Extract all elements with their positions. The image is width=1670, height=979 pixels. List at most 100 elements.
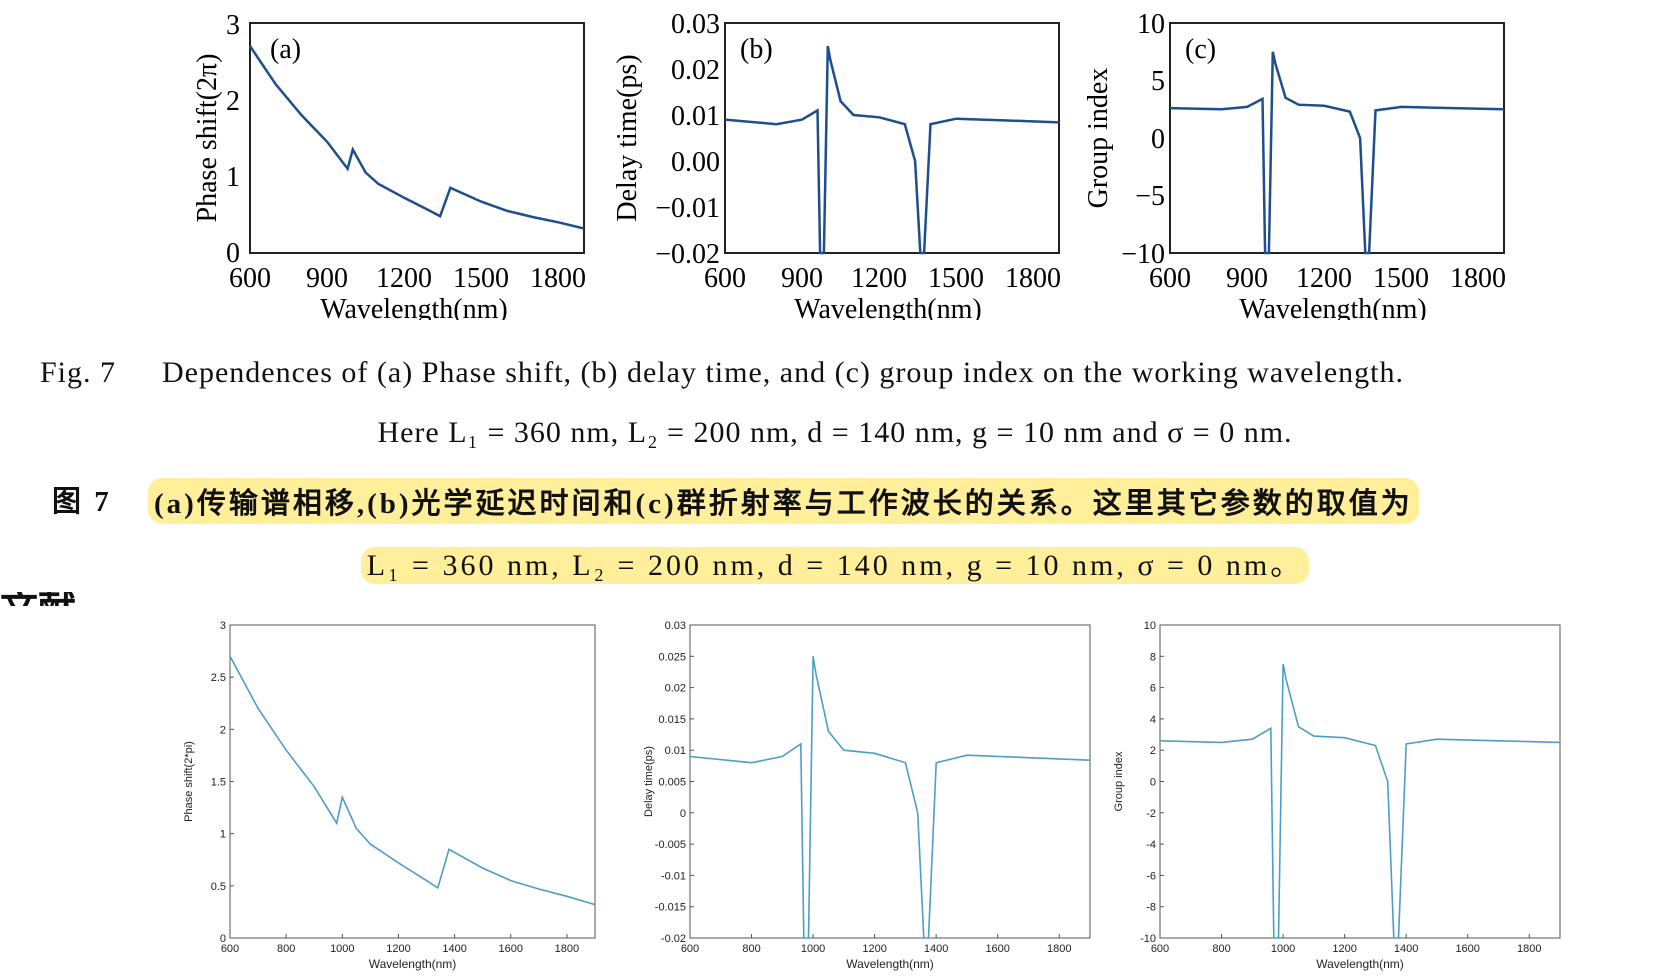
y-tick: 10 — [1137, 9, 1165, 40]
y-tick: −0.02 — [655, 239, 720, 270]
y-tick-label: 2 — [220, 724, 226, 736]
plot-frame — [229, 624, 596, 939]
y-tick-label: 0 — [1150, 777, 1156, 789]
x-tick-label: 600 — [681, 943, 699, 955]
panel-label: (c) — [1185, 34, 1216, 65]
x-tick-label: 1000 — [1271, 943, 1295, 955]
y-tick: 1 — [226, 162, 240, 193]
y-tick-label: -0.015 — [655, 902, 686, 914]
delay-time-curve — [724, 45, 1060, 255]
y-axis-label: Phase shift(2*pi) — [183, 741, 195, 822]
y-tick-label: 0 — [680, 808, 686, 820]
y-tick: 5 — [1151, 66, 1165, 97]
y-axis-label: Phase shift(2π) — [192, 54, 223, 223]
y-tick-label: -0.005 — [655, 839, 686, 851]
caption-cn-text1: (a)传输谱相移,(b)光学延迟时间和(c)群折射率与工作波长的关系。这里其它参… — [148, 478, 1419, 524]
y-tick-label: 4 — [1150, 714, 1156, 726]
y-tick: 0.00 — [671, 147, 720, 178]
y-tick-label: 8 — [1150, 651, 1156, 663]
x-tick: 1500 — [928, 263, 984, 294]
x-axis-label: Wavelength(nm) — [794, 294, 981, 320]
y-tick-label: 2.5 — [211, 672, 226, 684]
x-tick: 600 — [704, 263, 746, 294]
x-tick-label: 1200 — [1332, 943, 1356, 955]
panel-b: (b) −0.02 −0.01 0.00 0.01 0.02 0.03 600 … — [612, 9, 1061, 320]
x-tick: 1500 — [1373, 263, 1429, 294]
x-tick: 1500 — [453, 263, 509, 294]
x-tick: 1800 — [530, 263, 586, 294]
caption-en-text1: Dependences of (a) Phase shift, (b) dela… — [162, 356, 1404, 389]
figure-number-en: Fig. 7 — [40, 356, 117, 389]
x-tick-label: 1600 — [1455, 943, 1479, 955]
x-tick-label: 800 — [277, 943, 295, 955]
caption-en-text2: Here L₁ = 360 nm, L₂ = 200 nm, d = 140 n… — [377, 416, 1293, 449]
y-axis-label: Group index — [1113, 751, 1125, 811]
figure-number-cn: 图 7 — [52, 486, 112, 518]
y-tick-label: -0.02 — [661, 933, 686, 945]
top-figure: (a) 0 1 2 3 600 900 1200 1500 1800 Wavel… — [192, 9, 1506, 320]
x-tick-label: 1800 — [1047, 943, 1071, 955]
y-axis-label: Delay time(ps) — [612, 54, 643, 221]
y-tick-label: 0.015 — [658, 714, 686, 726]
y-tick: 0.01 — [671, 101, 720, 132]
x-tick: 900 — [781, 263, 823, 294]
y-tick: 0.03 — [671, 9, 720, 40]
x-axis-label: Wavelength(nm) — [846, 957, 934, 971]
y-tick: 3 — [226, 10, 240, 41]
plot-frame — [724, 22, 1060, 254]
x-tick: 900 — [306, 263, 348, 294]
y-tick-label: 0.03 — [665, 620, 686, 632]
x-tick: 1200 — [851, 263, 907, 294]
x-axis-label: Wavelength(nm) — [369, 957, 457, 971]
x-tick: 600 — [1149, 263, 1191, 294]
y-tick: 0 — [226, 238, 240, 269]
matlab-panel-b: 600 800 1000 1200 1400 1600 1800 -0.02 -0.015 -0.… — [643, 620, 1091, 971]
phase-shift-curve — [248, 45, 585, 230]
x-tick-label: 600 — [1151, 943, 1169, 955]
y-tick: −0.01 — [655, 193, 720, 224]
y-tick-label: 0 — [220, 933, 226, 945]
data-line — [1159, 663, 1561, 939]
x-tick: 900 — [1226, 263, 1268, 294]
y-tick: 0.02 — [671, 55, 720, 86]
x-tick-label: 800 — [742, 943, 760, 955]
bottom-figure: 600 800 1000 1200 1400 1600 180000.511.522.53W… — [183, 620, 1561, 971]
x-tick-label: 1400 — [442, 943, 466, 955]
y-tick: −10 — [1121, 239, 1165, 270]
plot-frame — [1159, 624, 1561, 939]
x-tick: 1800 — [1005, 263, 1061, 294]
y-tick: −5 — [1135, 181, 1165, 212]
y-tick: 0 — [1151, 124, 1165, 155]
caption-cn-text2: L₁ = 360 nm, L₂ = 200 nm, d = 140 nm, g … — [360, 547, 1310, 584]
x-tick: 1200 — [1296, 263, 1352, 294]
y-tick-label: -4 — [1146, 839, 1156, 851]
y-tick-label: -2 — [1146, 808, 1156, 820]
y-tick-label: -8 — [1146, 902, 1156, 914]
plot-frame — [249, 22, 585, 254]
caption-cn-line2: L₁ = 360 nm, L₂ = 200 nm, d = 140 nm, g … — [0, 540, 1670, 584]
x-axis-label: Wavelength(nm) — [1316, 957, 1404, 971]
x-tick-label: 1000 — [801, 943, 825, 955]
y-axis-label: Group index — [1083, 68, 1114, 209]
y-tick-label: 10 — [1144, 620, 1156, 632]
y-tick-label: 0.025 — [658, 651, 686, 663]
x-tick-label: 800 — [1212, 943, 1230, 955]
y-tick-label: 6 — [1150, 683, 1156, 695]
y-tick-label: -0.01 — [661, 870, 686, 882]
matlab-panel-c: 600 800 1000 1200 1400 1600 1800 -10 -8 -6 -4 -2 0 2 4… — [1113, 620, 1561, 971]
x-tick-label: 1600 — [499, 943, 523, 955]
cut-off-heading: 文献 — [0, 592, 80, 606]
y-tick: 2 — [226, 86, 240, 117]
caption-en-line2: Here L₁ = 360 nm, L₂ = 200 nm, d = 140 n… — [0, 416, 1670, 450]
y-tick-label: 2 — [1150, 745, 1156, 757]
y-tick-label: 0.01 — [665, 745, 686, 757]
panel-label: (a) — [270, 34, 301, 65]
plot-frame — [1169, 22, 1505, 254]
matlab-panel-a: 600 800 1000 1200 1400 1600 1800 0 0.5 1 1.5 2 2.5 3 W… — [183, 620, 596, 971]
plot-frame — [689, 624, 1091, 939]
x-tick-label: 1200 — [862, 943, 886, 955]
y-tick-label: 1 — [220, 829, 226, 841]
group-index-curve — [1169, 51, 1505, 255]
x-tick-label: 1400 — [1394, 943, 1418, 955]
x-axis-label: Wavelength(nm) — [320, 294, 507, 320]
